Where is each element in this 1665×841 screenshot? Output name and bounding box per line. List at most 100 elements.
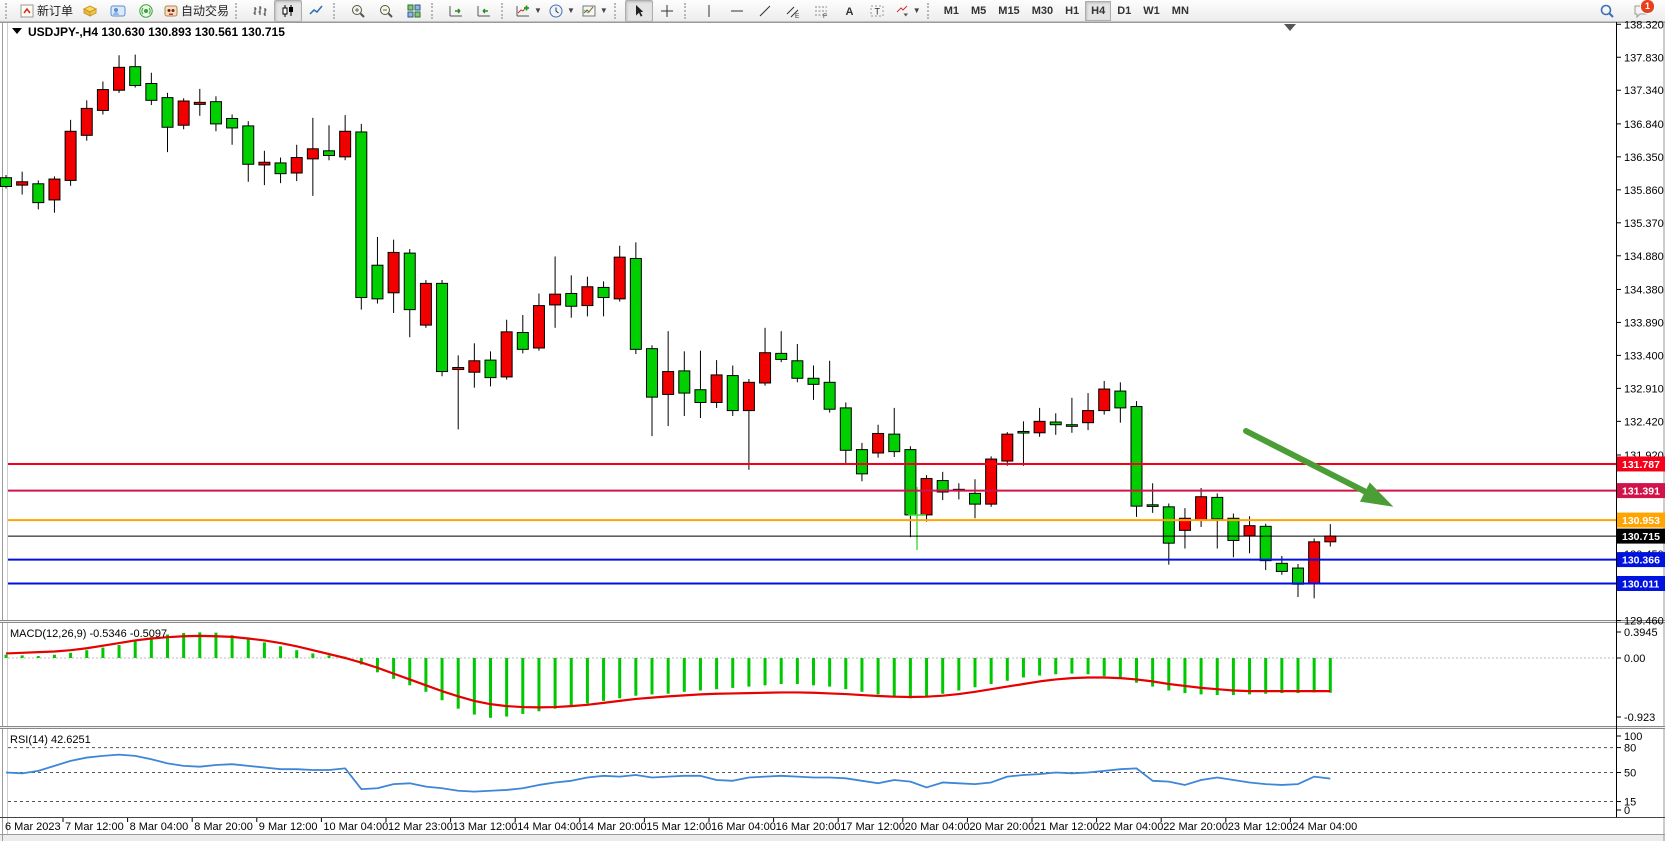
candle [452,367,465,371]
time-axis-label: 17 Mar 12:00 [840,821,905,833]
macd-histogram-bar [908,658,912,699]
candle [323,150,335,157]
panel-splitter[interactable] [0,726,1665,729]
crosshair-button[interactable] [653,0,681,22]
line-chart-button[interactable] [302,0,330,22]
hline-icon [729,3,745,19]
candle [1195,496,1208,521]
auto-trading-button[interactable]: 自动交易 [160,0,232,22]
indicators-button[interactable]: ▼ [512,0,545,22]
candle [80,107,93,136]
indicators-icon [515,3,531,19]
zoom-out-button[interactable] [372,0,400,22]
macd-histogram-bar [327,655,331,658]
macd-histogram-bar [553,658,557,709]
arrows-button[interactable]: ▼ [891,0,924,22]
candle [694,389,707,404]
timeframe-m15-button[interactable]: M15 [998,4,1020,17]
trendline-button[interactable] [751,0,779,22]
candle [759,352,772,384]
timeframe-mn-button[interactable]: MN [1171,4,1189,17]
candle [32,183,45,204]
timeframe-m1-button[interactable]: M1 [943,4,959,17]
timeframe-h4-button[interactable]: H4 [1085,0,1112,21]
macd-histogram-bar [295,650,299,658]
neworder-icon [19,3,35,19]
panel-splitter[interactable] [0,620,1665,623]
candle [726,375,739,412]
macd-histogram-bar [1005,658,1009,681]
macd-signal-line [5,634,1331,709]
macd-histogram-bar [1215,658,1219,696]
candle [807,377,820,385]
macd-histogram-bar [876,658,880,695]
chart-shift-marker[interactable] [1284,24,1296,31]
time-axis[interactable] [0,818,1665,834]
fibonacci-button[interactable]: F [807,0,835,22]
horizontal-line-button[interactable] [723,0,751,22]
notifications-button[interactable]: 1 [1627,0,1655,22]
macd-histogram-bar [472,658,476,715]
macd-histogram-bar [359,658,363,665]
resistance-line-2-badge-label: 131.391 [1622,486,1660,498]
rsi-scale-label: 100 [1624,731,1642,743]
goldbox-icon [82,3,98,19]
zoomin-icon [350,3,366,19]
bar-chart-button[interactable] [246,0,274,22]
chevron-down-icon[interactable]: ▼ [566,6,575,15]
timeframe-m5-button[interactable]: M5 [971,4,987,17]
zoom-in-button[interactable] [344,0,372,22]
timeframe-d1-button[interactable]: D1 [1117,4,1132,17]
chartshift-icon [476,3,492,19]
equidistant-channel-button[interactable]: E [779,0,807,22]
candle [823,381,836,410]
timeframe-h1-button[interactable]: H1 [1065,4,1080,17]
trend-arrow-head[interactable] [1359,482,1394,507]
candle [306,148,319,160]
price-axis-tick-label: 136.350 [1624,152,1664,164]
time-axis-label: 10 Mar 04:00 [323,821,388,833]
timeframe-m30-button[interactable]: M30 [1031,4,1054,17]
macd-histogram-bar [408,658,412,686]
chart-title: USDJPY-,H4 130.630 130.893 130.561 130.7… [28,25,285,39]
auto-scroll-button[interactable] [442,0,470,22]
macd-histogram-bar [892,658,896,697]
trend-arrow[interactable] [1243,428,1369,495]
search-button[interactable] [1593,0,1621,22]
vertical-line-button[interactable] [695,0,723,22]
candle [1243,525,1256,537]
support-line-blue-2-badge-label: 130.011 [1622,578,1660,590]
macd-histogram-bar [1248,658,1252,695]
time-axis-label: 20 Mar 04:00 [905,821,970,833]
time-axis-label: 7 Mar 12:00 [65,821,124,833]
macd-histogram-bar [1183,658,1187,694]
cursor-button[interactable] [624,0,653,22]
chevron-down-icon[interactable]: ▼ [599,6,608,15]
text-button[interactable]: A [835,0,863,22]
new-order-button[interactable]: 新订单 [16,0,76,22]
shapes-icon [894,3,910,19]
periods-button[interactable]: ▼ [545,0,578,22]
macd-histogram-bar [1296,658,1300,694]
tile-windows-button[interactable] [400,0,428,22]
time-axis-label: 16 Mar 20:00 [776,821,841,833]
candlestick-chart-button[interactable] [274,0,303,22]
timeframe-w1-button[interactable]: W1 [1143,4,1160,17]
price-axis-tick-label: 133.400 [1624,350,1664,362]
chevron-down-icon[interactable]: ▼ [534,6,542,15]
text-label-button[interactable]: T [863,0,891,22]
signal-icon [138,3,154,19]
chart-shift-button[interactable] [470,0,498,22]
crosshairIcon-icon [659,3,675,19]
symbol-dropdown-icon[interactable] [12,28,22,34]
templates-button[interactable]: ▼ [578,0,611,22]
navigator-button[interactable] [132,0,160,22]
zoomout-icon [378,3,394,19]
chevron-down-icon[interactable]: ▼ [912,6,921,15]
data-window-button[interactable] [104,0,132,22]
macd-histogram-bar [973,658,977,688]
macd-histogram-bar [1167,658,1171,691]
market-watch-button[interactable] [76,0,104,22]
